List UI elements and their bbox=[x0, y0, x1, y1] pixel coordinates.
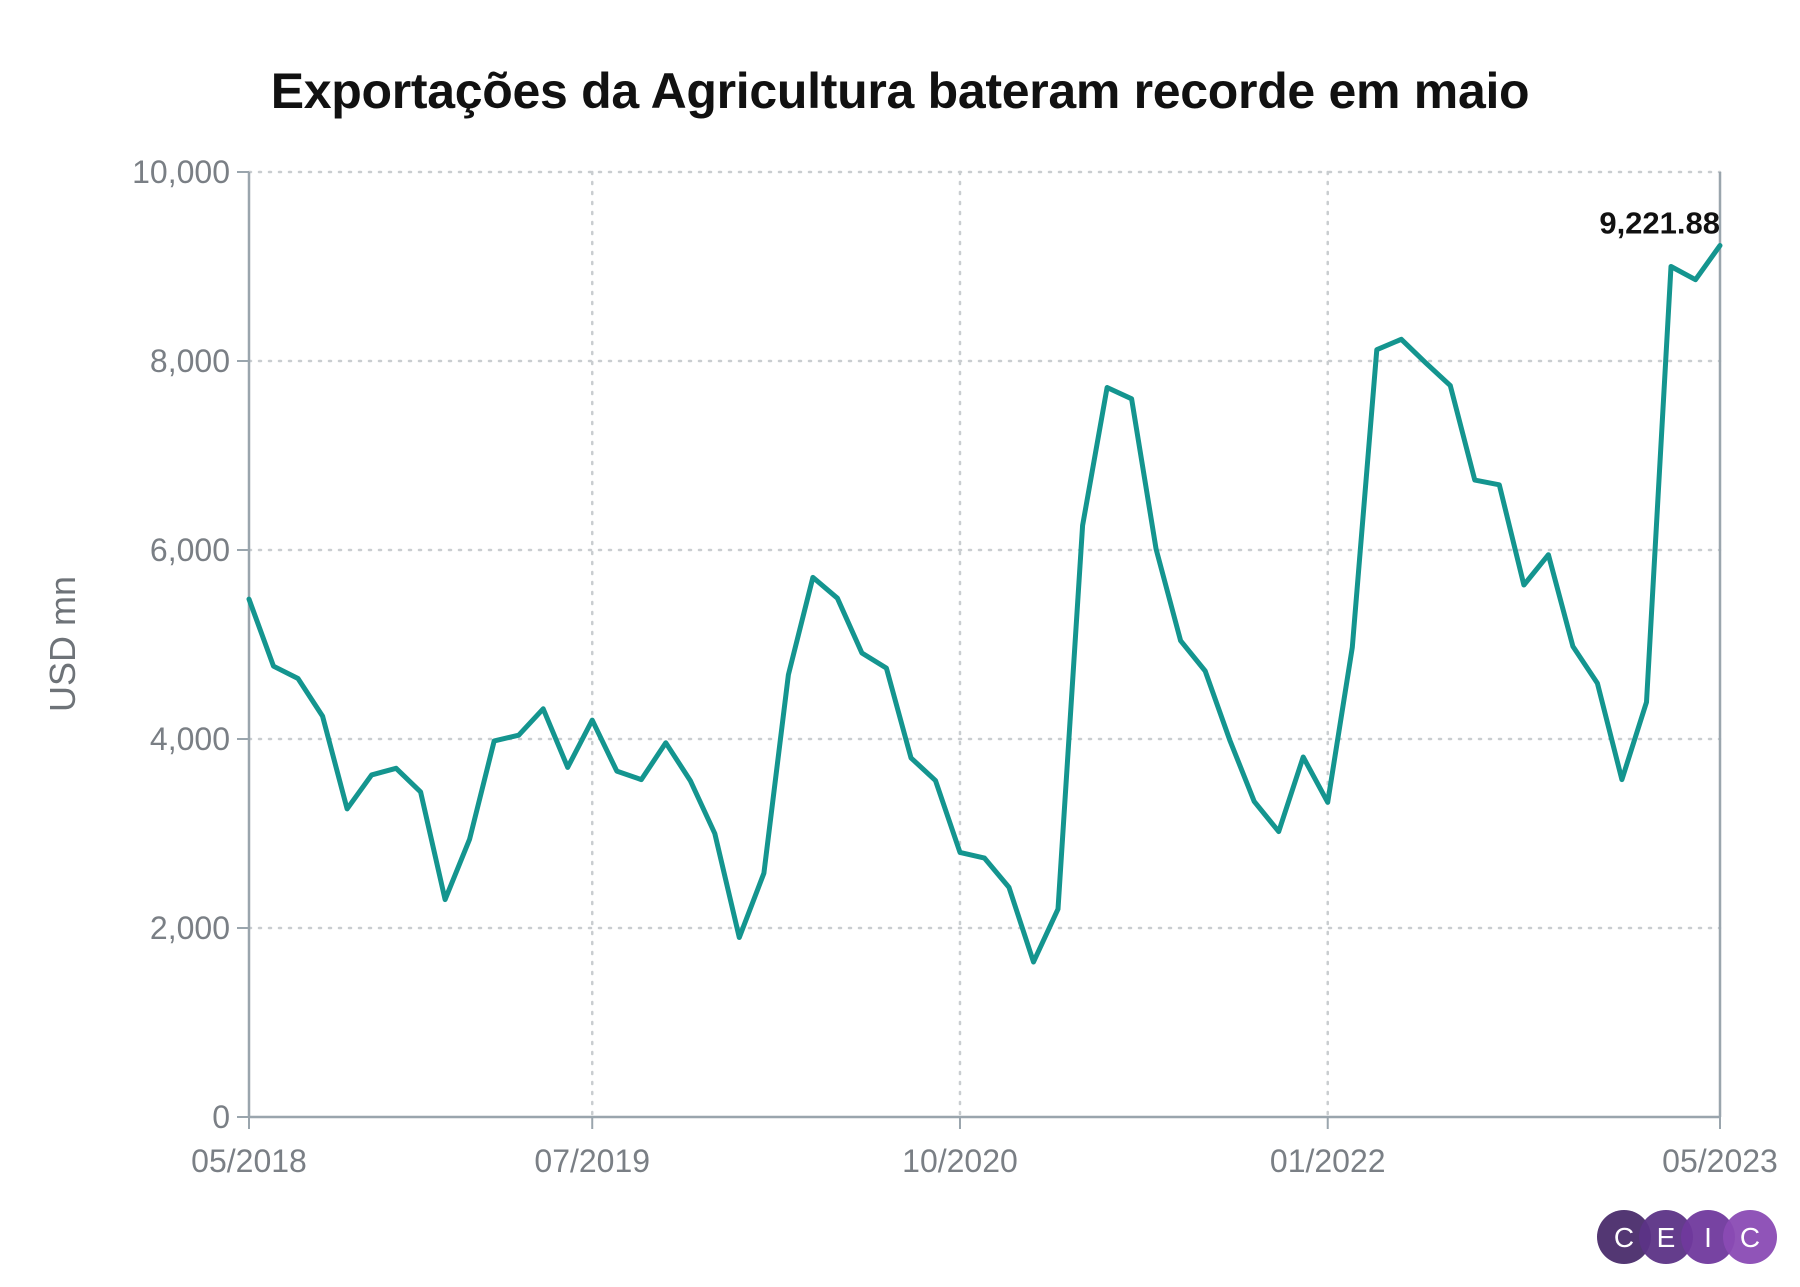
chart-title: Exportações da Agricultura bateram recor… bbox=[270, 63, 1530, 119]
logo-letter: C bbox=[1614, 1222, 1634, 1253]
series bbox=[246, 243, 1723, 965]
x-tick-label: 01/2022 bbox=[1270, 1143, 1386, 1179]
x-tick-label: 05/2018 bbox=[191, 1143, 307, 1179]
x-tick-label: 07/2019 bbox=[534, 1143, 650, 1179]
axes bbox=[237, 171, 1722, 1129]
logo-circle bbox=[1597, 1210, 1651, 1264]
y-tick-label: 6,000 bbox=[150, 532, 230, 568]
logo-circle bbox=[1723, 1210, 1777, 1264]
grid-lines bbox=[247, 170, 1722, 1119]
y-tick-label: 0 bbox=[212, 1099, 230, 1135]
y-axis-label: USD mn bbox=[42, 576, 83, 712]
y-tick-labels: 0 2,000 4,000 6,000 8,000 10,000 bbox=[132, 154, 230, 1135]
y-tick-label: 8,000 bbox=[150, 343, 230, 379]
x-tick-label: 10/2020 bbox=[902, 1143, 1018, 1179]
y-tick-label: 10,000 bbox=[132, 154, 230, 190]
last-value-label: 9,221.88 bbox=[1599, 206, 1720, 241]
x-tick-labels: 05/2018 07/2019 10/2020 01/2022 05/2023 bbox=[191, 1143, 1778, 1179]
logo-circle bbox=[1639, 1210, 1693, 1264]
logo-letter: C bbox=[1740, 1222, 1760, 1253]
logo-letter: E bbox=[1657, 1222, 1676, 1253]
logo-letter: I bbox=[1704, 1222, 1712, 1253]
annotations: 9,221.88 bbox=[1599, 206, 1720, 241]
series-line bbox=[246, 243, 1723, 965]
x-tick-label: 05/2023 bbox=[1662, 1143, 1778, 1179]
y-tick-label: 2,000 bbox=[150, 910, 230, 946]
logo-circle bbox=[1681, 1210, 1735, 1264]
y-tick-label: 4,000 bbox=[150, 721, 230, 757]
